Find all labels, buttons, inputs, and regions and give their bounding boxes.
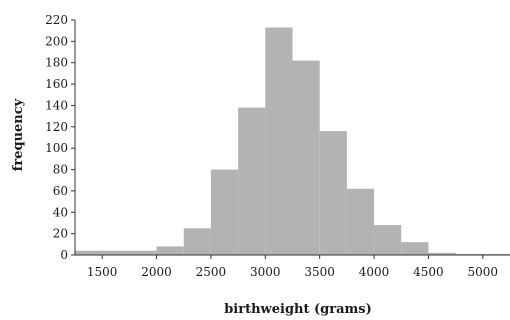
x-axis: 1500 2000 2500 3000 3500 4000 4500 5000 bbox=[75, 254, 510, 279]
histogram-bar-10 bbox=[346, 188, 375, 255]
histogram-bar-0 bbox=[75, 250, 103, 255]
y-tick-label: 220 bbox=[45, 13, 68, 27]
y-tick-label: 100 bbox=[45, 141, 68, 155]
x-tick-label: 1500 bbox=[87, 265, 118, 279]
y-tick-label: 140 bbox=[45, 98, 68, 112]
y-axis: 0 20 40 60 80 100 120 140 160 180 200 220 bbox=[45, 13, 76, 262]
histogram-bar-3 bbox=[156, 246, 184, 255]
x-tick-label: 4000 bbox=[359, 265, 390, 279]
histogram-bar-7 bbox=[265, 27, 293, 256]
x-axis-title: birthweight (grams) bbox=[224, 302, 372, 317]
x-tick-label: 2000 bbox=[141, 265, 172, 279]
y-axis-title: frequency bbox=[11, 98, 26, 171]
histogram-bar-4 bbox=[183, 228, 211, 255]
y-tick-label: 160 bbox=[45, 77, 68, 91]
histogram-bar-9 bbox=[319, 131, 347, 255]
histogram-bar-11 bbox=[374, 225, 402, 255]
histogram-bar-1 bbox=[102, 250, 130, 255]
histogram-bar-13 bbox=[428, 252, 456, 255]
x-tick-label: 3500 bbox=[304, 265, 335, 279]
y-tick-label: 120 bbox=[45, 120, 68, 134]
x-tick-label: 2500 bbox=[196, 265, 227, 279]
y-tick-label: 0 bbox=[60, 248, 68, 262]
x-tick-label: 5000 bbox=[468, 265, 499, 279]
x-tick-label: 3000 bbox=[250, 265, 281, 279]
histogram-bar-8 bbox=[292, 60, 320, 256]
y-tick-label: 200 bbox=[45, 34, 68, 48]
histogram-bar-5 bbox=[210, 169, 239, 255]
y-tick-label: 180 bbox=[45, 56, 68, 70]
y-tick-label: 40 bbox=[53, 205, 68, 219]
y-tick-label: 20 bbox=[53, 227, 68, 241]
histogram-bar-12 bbox=[401, 242, 429, 255]
bars-group bbox=[75, 27, 510, 256]
histogram-bar-2 bbox=[129, 250, 157, 255]
histogram-bar-6 bbox=[238, 107, 266, 255]
x-tick-label: 4500 bbox=[413, 265, 444, 279]
y-tick-label: 80 bbox=[53, 163, 68, 177]
y-tick-label: 60 bbox=[53, 184, 68, 198]
histogram-bar-15 bbox=[482, 253, 510, 255]
histogram-bar-14 bbox=[455, 253, 483, 255]
